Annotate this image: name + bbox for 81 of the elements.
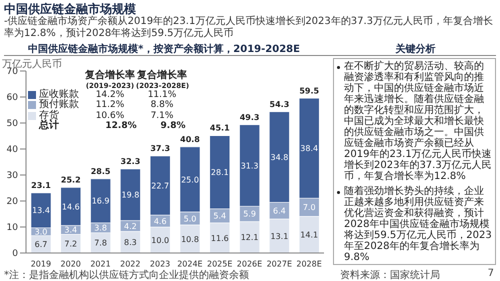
data-label: 4.6 <box>154 216 167 226</box>
text: 在不断扩大的贸易活动、较高的融资渗透率和有利监管风向的推动下，中国的供应链金融市场近年来迅速增长。随着供应链金融的数字化转型和应用范围扩大，中国已成为全球最大和增长最快的供应链金融市场之一。中国供应链金融市场资产余额已经从2019年的23.1万亿元人民币快速增长到2023年的37.3万亿元人民币，年复合增长率为12.8% <box>344 61 492 182</box>
data-label: 3.8 <box>94 224 107 233</box>
x-tick-label: 2025E <box>206 260 232 269</box>
y-tick-label: 10 <box>6 223 18 234</box>
legend-label: 存货 <box>39 110 59 120</box>
y-tick-label: 50 <box>6 119 18 130</box>
data-label: 13.1 <box>270 232 288 241</box>
total-label: 45.1 <box>210 124 230 133</box>
y-tick-label: 0 <box>12 249 18 260</box>
data-label: 16.9 <box>92 196 110 206</box>
annotation: 8.8% <box>150 100 174 110</box>
data-label: 7.2 <box>64 239 78 248</box>
y-tick-label: 30 <box>6 171 18 182</box>
x-tick-label: 2020 <box>60 260 81 269</box>
data-label: 3.4 <box>64 226 78 235</box>
x-tick-label: 2027E <box>266 260 292 269</box>
total-label: 37.3 <box>150 144 170 154</box>
text: 关键分析 <box>394 42 436 56</box>
data-label: 22.7 <box>151 181 170 190</box>
data-label: 14.1 <box>300 230 318 240</box>
text: *注：是指金融机构以供应链方式向企业提供的融资余额 <box>4 268 249 281</box>
annotation: 14.2% <box>94 90 126 100</box>
data-label: 6.7 <box>34 240 48 250</box>
annotation: 9.8% <box>160 121 186 132</box>
legend-label: 应收账款 <box>39 88 79 100</box>
annotation: 12.8% <box>104 121 138 132</box>
chart-subtitle: -供应链金融市场资产余额从2019年的23.1万亿元人民币快速增长到2023年的37.3万亿元人民币，年复合增长率为12.8%，预计2028年将达到59.5万亿元人民币 <box>4 16 494 40</box>
annotation: 复合增长率 <box>84 70 136 82</box>
x-tick-label: 2019 <box>30 260 52 269</box>
data-label: 38.4 <box>300 144 318 154</box>
annotation: 总计 <box>38 120 60 132</box>
total-label: 25.2 <box>60 175 81 184</box>
data-label: 12.1 <box>240 233 259 242</box>
legend-label: 预付账款 <box>39 99 79 110</box>
total-label: 32.3 <box>120 157 140 166</box>
data-label: 25.0 <box>181 175 199 184</box>
y-tick-label: 40 <box>6 145 18 156</box>
data-label: 34.8 <box>270 152 288 162</box>
y-tick-label: 60 <box>6 93 18 104</box>
x-tick-label: 2022 <box>120 260 140 269</box>
x-tick-label: 2021 <box>90 260 111 269</box>
data-label: 13.4 <box>32 206 50 216</box>
total-label: 23.1 <box>31 180 52 190</box>
annotation: 10.6% <box>94 110 126 121</box>
total-label: 49.3 <box>240 112 260 122</box>
total-label: 28.5 <box>90 166 111 176</box>
annotation: 11.1% <box>146 90 178 100</box>
text: 7 <box>488 268 494 279</box>
y-tick-label: 20 <box>6 197 18 208</box>
data-label: 7.8 <box>94 238 107 248</box>
x-tick-label: 2024E <box>177 260 203 269</box>
x-tick-label: 2023 <box>150 260 170 269</box>
data-label: 5.9 <box>243 210 256 219</box>
total-label: 54.3 <box>270 100 290 109</box>
data-label: 3.0 <box>34 228 48 237</box>
data-label: 28.1 <box>210 168 229 178</box>
data-label: 10.0 <box>151 236 170 245</box>
data-label: 4.2 <box>124 222 137 231</box>
data-label: 19.8 <box>121 190 140 200</box>
data-label: 5.4 <box>213 212 226 221</box>
data-label: 10.8 <box>181 234 199 244</box>
total-label: 59.5 <box>299 86 320 96</box>
chart-title: 中国供应链金融市场规模 <box>4 1 136 16</box>
x-tick-label: 2028E <box>296 260 322 269</box>
data-label: 31.3 <box>240 161 259 170</box>
x-tick-label: 2026E <box>236 260 262 269</box>
annotation: 7.1% <box>150 110 174 121</box>
y-tick-label: 70 <box>6 67 18 78</box>
annotation: 11.2% <box>94 100 126 110</box>
total-label: 40.8 <box>180 134 200 144</box>
data-label: 14.6 <box>62 202 80 212</box>
annotation: 复合增长率 <box>136 70 188 82</box>
data-label: 6.4 <box>273 206 286 216</box>
data-label: 7.0 <box>302 203 316 212</box>
data-label: 8.3 <box>124 238 137 248</box>
text: 随着强劲增长势头的持续，企业正越来越多地利用供应链资产来优化营运资金和获得融资，预计2028年中国供应链金融市场规模将达到59.5万亿元人民币，2023年至2028年的年复合增长率为9.8% <box>344 186 492 263</box>
text: 中国供应链金融市场规模*，按资产余额计算，2019-2028E <box>27 42 301 56</box>
data-label: 11.6 <box>210 234 229 243</box>
text: 资料来源：国家统计局 <box>340 268 440 281</box>
data-label: 5.0 <box>184 214 196 224</box>
